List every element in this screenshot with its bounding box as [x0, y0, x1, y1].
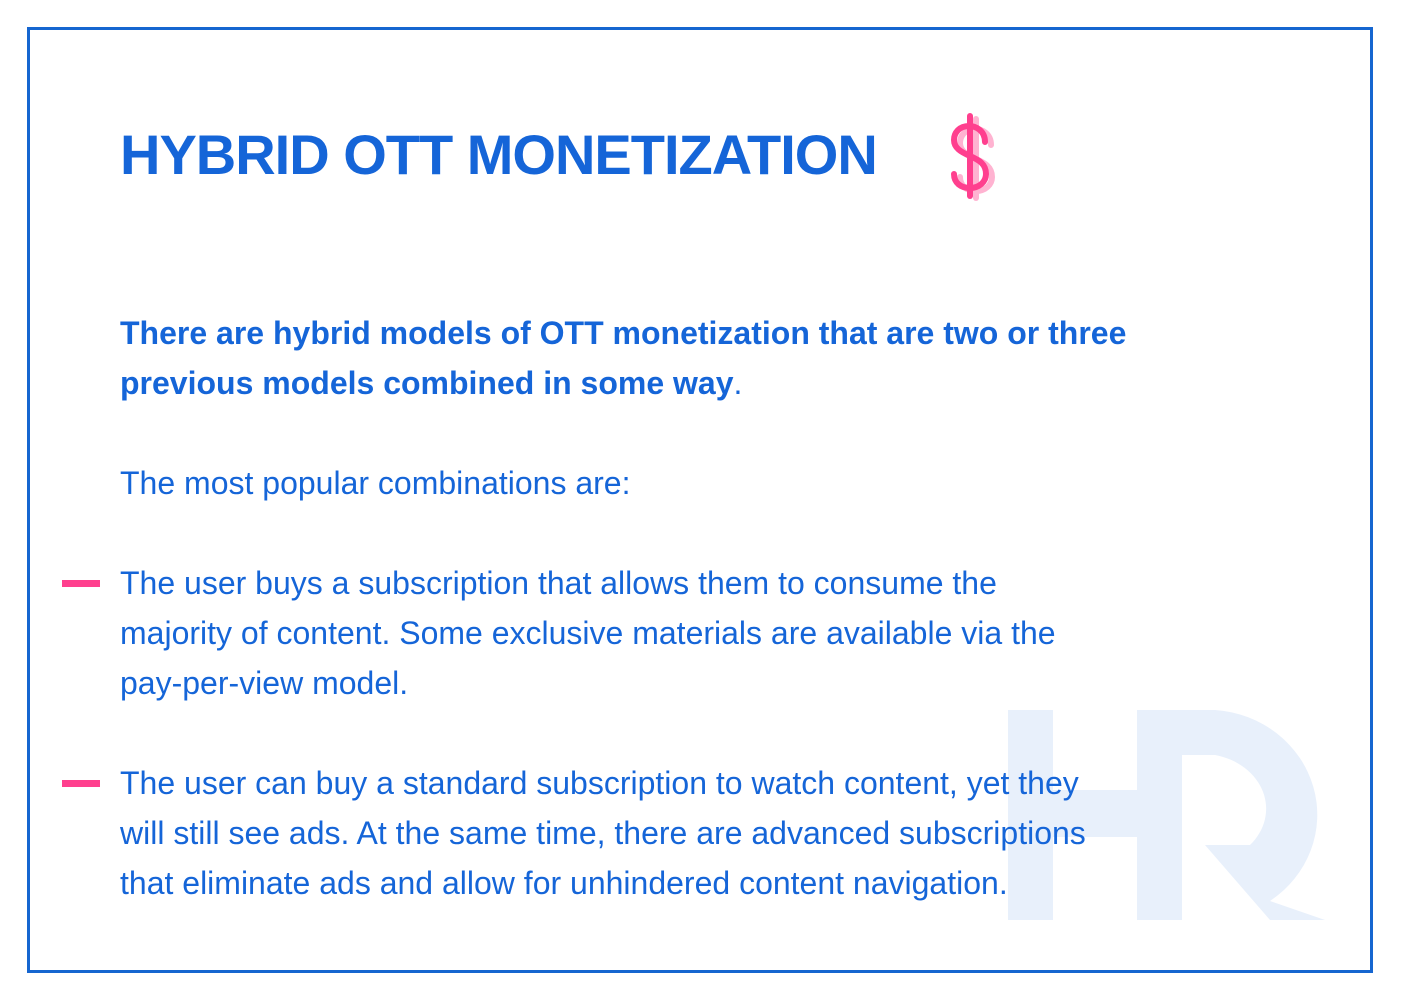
dollar-icon	[950, 113, 995, 201]
lead-text: The most popular combinations are:	[120, 465, 631, 501]
card-frame	[27, 27, 1373, 973]
bullet-dash	[62, 780, 100, 787]
list-item: The user can buy a standard subscription…	[120, 765, 1086, 901]
bullet-dash	[62, 580, 100, 587]
list-item: The user buys a subscription that allows…	[120, 565, 1056, 701]
title-highlight: HYBRID	[120, 123, 330, 197]
logo-watermark	[1008, 710, 1325, 920]
intro-paragraph: There are hybrid models of OTT monetizat…	[120, 315, 1127, 401]
page-title: HYBRID OTT MONETIZATION	[120, 123, 878, 197]
